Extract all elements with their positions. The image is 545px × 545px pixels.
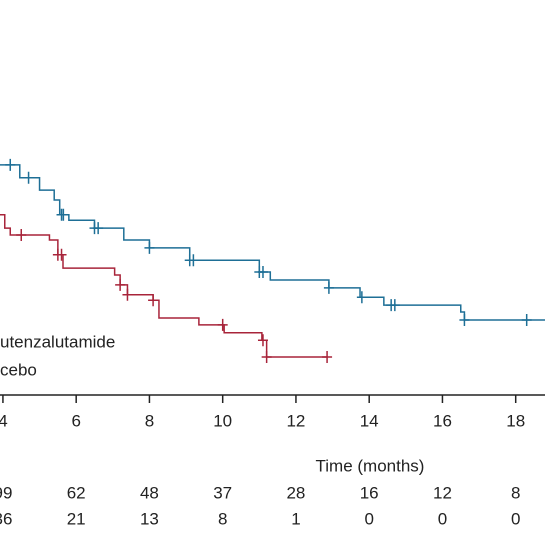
censor-mark [144,241,155,254]
at-risk-count: 0 [511,509,520,528]
censor-mark [389,299,400,312]
censor-mark [521,313,532,326]
at-risk-count: 8 [218,509,227,528]
x-tick-label: 16 [433,411,452,430]
censor-mark [5,158,16,171]
x-tick-label: 4 [0,411,8,430]
censor-mark [58,208,69,221]
censor-mark [56,248,67,261]
at-risk-count: 1 [291,509,300,528]
at-risk-count: 0 [364,509,373,528]
at-risk-count: 36 [0,509,12,528]
censor-mark [122,288,133,301]
at-risk-count: 99 [0,483,12,502]
x-tick-label: 8 [145,411,154,430]
at-risk-count: 28 [286,483,305,502]
censor-mark [257,334,268,347]
censor-mark [257,266,268,279]
x-tick-label: 14 [360,411,379,430]
censor-mark [188,254,199,267]
censor-mark [148,294,159,307]
at-risk-count: 62 [67,483,86,502]
at-risk-count: 37 [213,483,232,502]
x-tick-label: 10 [213,411,232,430]
x-axis-label: Time (months) [316,456,425,475]
at-risk-count: 0 [438,509,447,528]
censor-mark [322,350,333,363]
at-risk-count: 16 [360,483,379,502]
censor-mark [16,229,27,242]
at-risk-count: 13 [140,509,159,528]
at-risk-count: 21 [67,509,86,528]
censor-mark [217,318,228,331]
censor-mark [323,281,334,294]
censor-mark [93,222,104,235]
x-tick-label: 18 [506,411,525,430]
at-risk-count: 12 [433,483,452,502]
x-tick-label: 6 [71,411,80,430]
censor-mark [115,278,126,291]
x-tick-label: 12 [286,411,305,430]
censor-mark [459,313,470,326]
censor-mark [23,171,34,184]
at-risk-count: 8 [511,483,520,502]
survival-curve [0,164,545,321]
legend-label: cebo [0,360,37,379]
at-risk-count: 48 [140,483,159,502]
censor-mark [261,350,272,363]
censor-mark [356,291,367,304]
legend-label: utenzalutamide [0,332,115,351]
